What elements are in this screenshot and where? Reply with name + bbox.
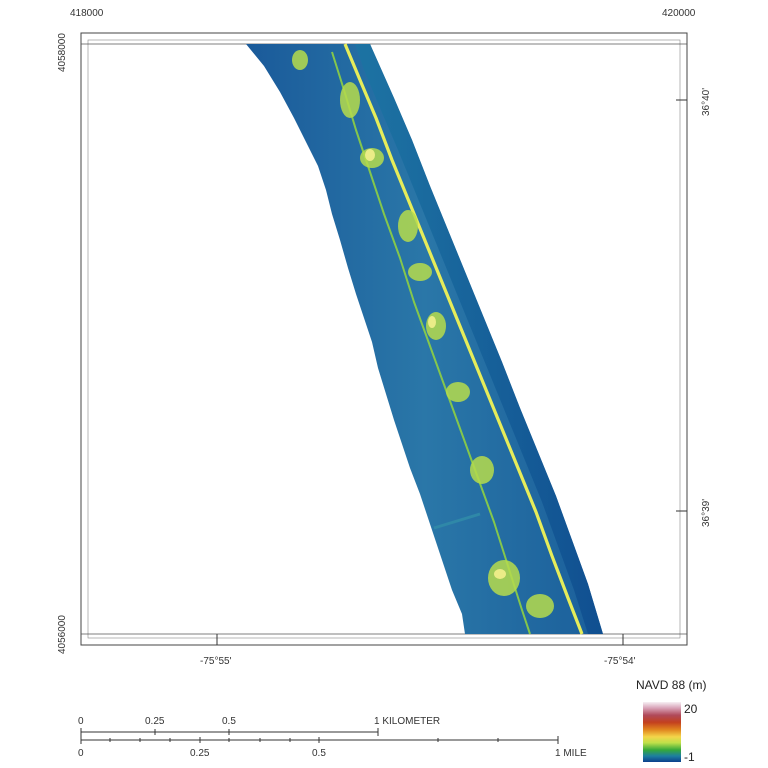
- scale-mile-label-0: 0: [78, 748, 84, 759]
- scale-km-label-05: 0.5: [222, 716, 236, 727]
- latitude-label-top: 36°40': [701, 87, 712, 116]
- frame-ticks: [216, 99, 687, 645]
- scale-mile-label-025: 0.25: [190, 748, 210, 759]
- legend-min-label: -1: [684, 750, 695, 764]
- elevation-raster: [246, 43, 603, 635]
- map-frame: [80, 32, 688, 646]
- scale-bar-mile: [80, 736, 559, 744]
- road-crossing: [433, 512, 481, 530]
- island-body: [246, 44, 603, 634]
- scale-km-label-025: 0.25: [145, 716, 165, 727]
- longitude-label-right: -75°54': [604, 656, 636, 667]
- scale-km-label-0: 0: [78, 716, 84, 727]
- latitude-label-bottom: 36°39': [701, 498, 712, 527]
- scale-mile-label-05: 0.5: [312, 748, 326, 759]
- legend-max-label: 20: [684, 702, 698, 716]
- dune-ridge-inner: [331, 51, 531, 635]
- northing-label-bottom: 4056000: [57, 615, 68, 654]
- easting-label-right: 420000: [662, 8, 696, 19]
- scale-km-label-1: 1 KILOMETER: [374, 716, 441, 727]
- elevation-color-ramp: [643, 702, 681, 762]
- legend-title: NAVD 88 (m): [636, 678, 707, 692]
- dune-ridge: [343, 43, 584, 635]
- scale-mile-label-1: 1 MILE: [555, 748, 587, 759]
- vegetation-patches: [292, 50, 554, 618]
- northing-label-top: 4058000: [57, 33, 68, 72]
- ocean-beach-strip: [355, 44, 603, 634]
- easting-label-left: 418000: [70, 8, 104, 19]
- map-neatline: [87, 39, 681, 639]
- high-elevation-spots: [365, 149, 506, 579]
- longitude-label-left: -75°55': [200, 656, 232, 667]
- scale-bar-km: [80, 728, 379, 736]
